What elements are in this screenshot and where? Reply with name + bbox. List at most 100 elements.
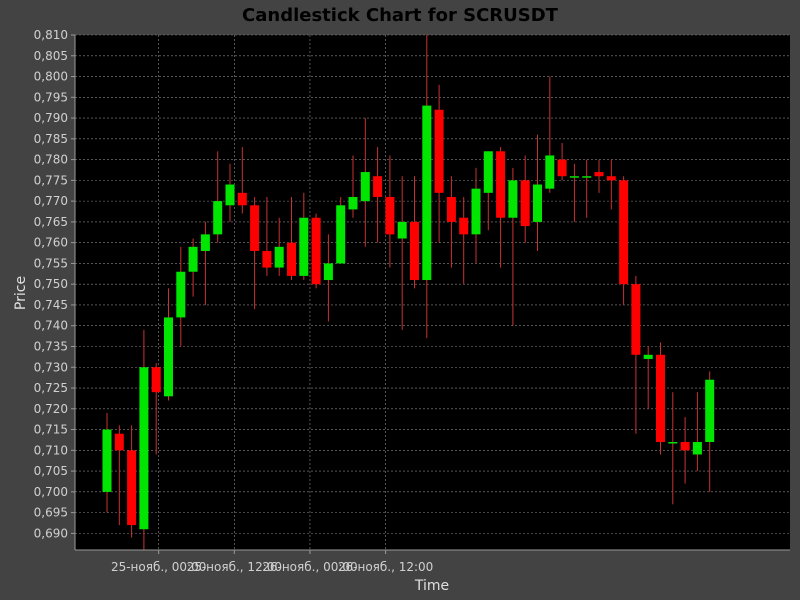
candle bbox=[680, 417, 690, 484]
candle bbox=[287, 196, 296, 281]
candle bbox=[422, 35, 432, 339]
candle bbox=[557, 142, 567, 181]
y-axis-label: Price bbox=[13, 276, 29, 310]
candle-body-bullish bbox=[213, 201, 223, 235]
candle bbox=[410, 176, 419, 289]
x-tick-label: 26-нояб., 12:00 bbox=[338, 560, 433, 574]
candle-body-bearish bbox=[606, 176, 616, 181]
candle-body-bearish bbox=[311, 217, 321, 285]
candle bbox=[656, 342, 665, 455]
candle bbox=[471, 167, 481, 264]
candle-body-bearish bbox=[410, 221, 419, 281]
candle-body-bullish bbox=[692, 442, 702, 455]
x-tick-label: 25-нояб., 00:00 bbox=[111, 560, 206, 574]
candle-body-bearish bbox=[496, 151, 506, 218]
candle-body-bullish bbox=[360, 172, 370, 202]
y-tick-label: 0,735 bbox=[34, 339, 68, 353]
candle-body-bearish bbox=[520, 180, 530, 227]
candle bbox=[323, 234, 333, 322]
y-tick-label: 0,730 bbox=[34, 360, 68, 374]
y-tick-label: 0,750 bbox=[34, 277, 68, 291]
candle-body-bearish bbox=[446, 196, 456, 222]
candle-body-bearish bbox=[385, 196, 395, 235]
candle bbox=[373, 147, 383, 243]
candle-body-bullish bbox=[176, 271, 186, 318]
candle bbox=[385, 155, 395, 268]
candle-body-bullish bbox=[299, 217, 309, 276]
candle bbox=[176, 246, 186, 347]
y-tick-label: 0,700 bbox=[34, 485, 68, 499]
candle-body-bullish bbox=[422, 105, 432, 281]
candle bbox=[643, 346, 653, 409]
candle bbox=[619, 176, 629, 305]
candle-body-bearish bbox=[459, 217, 469, 235]
x-tick-label: 25-нояб., 12:00 bbox=[187, 560, 282, 574]
candle bbox=[631, 275, 641, 434]
candle bbox=[545, 76, 555, 193]
candle bbox=[582, 159, 592, 218]
candle bbox=[139, 329, 149, 550]
candle-body-bullish bbox=[102, 429, 112, 492]
candle-body-bullish bbox=[348, 196, 358, 210]
candle bbox=[213, 151, 223, 243]
y-tick-label: 0,710 bbox=[34, 443, 68, 457]
candle-body-bullish bbox=[164, 317, 173, 397]
candle-body-bearish bbox=[127, 450, 137, 526]
candle-body-bullish bbox=[471, 188, 481, 235]
candle-body-bullish bbox=[508, 180, 518, 218]
candle-body-bullish bbox=[323, 263, 333, 281]
candle-body-bullish bbox=[483, 151, 493, 193]
candle bbox=[668, 392, 678, 505]
candle-body-bullish bbox=[569, 176, 579, 178]
y-tick-label: 0,780 bbox=[34, 153, 68, 167]
candle-body-bearish bbox=[250, 205, 260, 251]
x-axis-label: Time bbox=[414, 578, 449, 594]
y-tick-label: 0,810 bbox=[34, 28, 68, 42]
y-tick-label: 0,770 bbox=[34, 194, 68, 208]
grid-lines bbox=[75, 34, 790, 550]
chart-title: Candlestick Chart for SCRUSDT bbox=[242, 5, 559, 26]
candle bbox=[262, 196, 272, 276]
candle-body-bullish bbox=[336, 205, 346, 264]
x-tick-label: 26-нояб., 00:00 bbox=[262, 560, 357, 574]
candle-body-bullish bbox=[188, 246, 198, 272]
candle-body-bullish bbox=[274, 246, 284, 268]
y-tick-label: 0,720 bbox=[34, 402, 68, 416]
candles-group bbox=[102, 35, 715, 550]
candle-body-bearish bbox=[631, 284, 641, 355]
y-tick-label: 0,760 bbox=[34, 236, 68, 250]
candle bbox=[274, 217, 284, 276]
candle bbox=[459, 196, 469, 285]
candle-body-bullish bbox=[705, 379, 715, 443]
candle bbox=[496, 147, 506, 268]
y-tick-label: 0,745 bbox=[34, 298, 68, 312]
candle-body-bearish bbox=[373, 176, 383, 197]
candle-body-bullish bbox=[643, 354, 653, 359]
y-tick-label: 0,690 bbox=[34, 526, 68, 540]
candle bbox=[434, 84, 444, 243]
candle-body-bearish bbox=[680, 442, 690, 451]
candle-body-bearish bbox=[656, 354, 665, 443]
candle bbox=[705, 371, 715, 492]
candle bbox=[237, 147, 247, 214]
candle bbox=[336, 196, 346, 264]
candle-body-bearish bbox=[287, 242, 296, 276]
candle bbox=[692, 392, 702, 472]
candle bbox=[520, 155, 530, 243]
plot-area bbox=[74, 34, 790, 551]
candle bbox=[114, 425, 124, 526]
candle-body-bullish bbox=[533, 184, 542, 222]
y-tick-label: 0,705 bbox=[34, 464, 68, 478]
candle bbox=[188, 238, 198, 297]
candle-body-bullish bbox=[139, 367, 149, 530]
candle bbox=[200, 221, 210, 305]
plot-background bbox=[75, 35, 790, 550]
candle bbox=[606, 159, 616, 210]
candle-body-bullish bbox=[668, 442, 678, 444]
candle bbox=[164, 288, 173, 401]
y-tick-label: 0,775 bbox=[34, 173, 68, 187]
y-tick-label: 0,805 bbox=[34, 49, 68, 63]
candle bbox=[250, 196, 260, 310]
